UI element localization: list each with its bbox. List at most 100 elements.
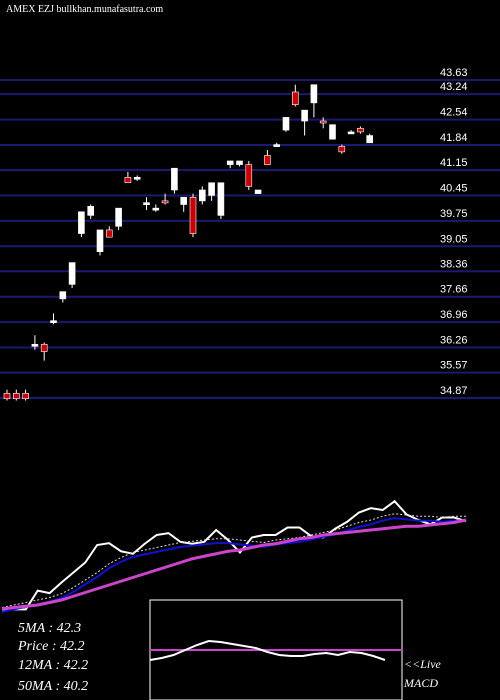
candle-body [106,229,113,238]
candle-body [50,320,57,323]
stat-12ma: 12MA : 42.2 [18,658,88,673]
macd-lines [149,639,402,661]
candle [171,167,178,194]
candle [357,126,364,134]
candle [13,389,20,401]
candle-body [366,135,374,144]
candle [329,124,336,140]
candle [264,150,271,165]
candle-body [291,91,299,105]
candle-body [22,392,29,400]
candle-body [226,160,234,165]
price-tick-label: 38.36 [440,258,468,270]
price-tick-label: 42.54 [440,107,468,119]
candle-body [13,392,20,400]
candle [124,171,132,184]
price-line [2,499,467,611]
candle [161,193,169,205]
candles [3,84,374,401]
price-tick-label: 43.24 [440,81,468,93]
candle-body [115,207,122,227]
candle [3,389,11,401]
candle-body [189,196,197,234]
candle-body [338,146,346,153]
candle-body [254,189,262,194]
candle [310,84,318,118]
candle-body [161,200,169,204]
candle [31,335,39,350]
candle [50,313,57,325]
candle [319,117,327,129]
candle-body [282,117,290,131]
candle-body [236,160,243,165]
candle [217,182,225,220]
stat-5ma: 5MA : 42.3 [18,621,81,636]
candle [301,109,308,136]
candle [282,117,290,132]
candle-body [40,343,48,352]
candle-body [96,229,104,253]
candle-body [310,84,318,104]
candle [245,160,253,190]
candle [106,226,113,238]
price-tick-label: 40.45 [440,182,468,194]
price-tick-label: 36.26 [440,335,468,347]
candle-body [329,124,336,140]
candle [189,193,197,238]
price-tick-labels: 43.63 43.24 42.54 41.84 41.15 40.45 39.75 39.05… [440,67,468,397]
price-gridlines [0,79,500,399]
ma-mid-line [1,517,466,613]
candle [68,262,76,289]
candle-body [245,164,253,187]
candle [96,229,104,256]
candle [59,291,67,303]
candle [87,204,94,220]
candle [40,342,48,361]
candle-body [208,182,215,196]
candle [152,204,160,212]
candle-body [319,120,327,124]
stat-price: Price : 42.2 [17,639,84,654]
candle [254,189,262,194]
candle-body [199,189,206,202]
candle [115,207,122,230]
price-tick-label: 36.96 [440,309,468,321]
candle-body [133,176,141,180]
candle [338,144,346,154]
candle-body [171,167,178,191]
candle-body [59,291,67,300]
candle-body [152,207,160,211]
candle-body [68,262,76,285]
stat-50ma: 50MA : 40.2 [18,679,88,694]
price-tick-label: 35.57 [440,360,468,372]
candle-body [217,182,225,216]
price-tick-label: 43.63 [440,67,468,79]
price-tick-label: 41.15 [440,157,468,169]
candle [22,389,29,401]
candle [208,182,215,201]
price-tick-label: 39.05 [440,233,468,245]
candle [180,196,187,212]
candle-body [3,392,11,400]
candle-body [273,144,281,147]
candle [133,175,141,181]
candle-body [124,176,132,184]
candle [273,142,281,147]
candle [78,211,85,238]
candle-body [347,131,355,135]
price-tick-label: 39.75 [440,208,468,220]
moving-average-lines [1,499,467,613]
ma-slow-line [1,518,467,611]
candle-body [78,211,85,234]
price-tick-label: 37.66 [440,284,468,296]
candle-body [143,202,150,205]
price-tick-label: 41.84 [440,132,468,144]
candle-body [357,127,364,133]
candle-body [31,343,39,347]
candle-body [87,206,94,216]
candle [366,133,374,144]
candle [236,160,243,167]
candle [226,160,234,169]
